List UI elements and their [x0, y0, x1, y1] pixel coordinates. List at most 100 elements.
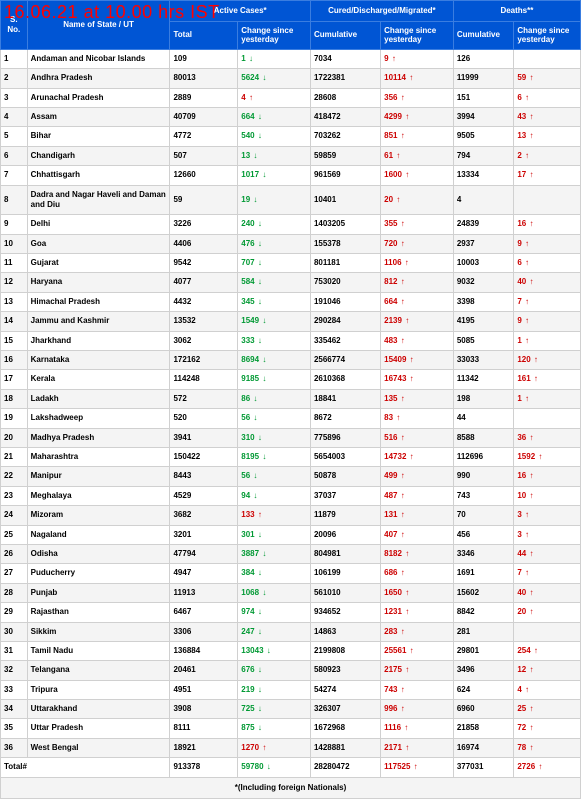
cell-deaths-change: 16 ↑	[514, 215, 581, 234]
cell-state: Nagaland	[27, 525, 170, 544]
cell-active-change: 5624 ↓	[238, 69, 311, 88]
cell-active-change: 94 ↓	[238, 486, 311, 505]
cell-deaths-change: 9 ↑	[514, 234, 581, 253]
table-row: 3Arunachal Pradesh28894 ↑28608356 ↑1516 …	[1, 88, 581, 107]
cell-state: Himachal Pradesh	[27, 292, 170, 311]
arrow-down-icon: ↓	[258, 433, 262, 442]
cell-active-change: 1068 ↓	[238, 583, 311, 602]
table-row: 20Madhya Pradesh3941310 ↓775896516 ↑8588…	[1, 428, 581, 447]
cell-state: Uttar Pradesh	[27, 719, 170, 738]
cell-cured: 1722381	[310, 69, 380, 88]
cell-cured: 106199	[310, 564, 380, 583]
cell-sno: 6	[1, 146, 28, 165]
cell-sno: 21	[1, 447, 28, 466]
cell-state: Madhya Pradesh	[27, 428, 170, 447]
cell-sno: 33	[1, 680, 28, 699]
table-row: 8Dadra and Nagar Haveli and Daman and Di…	[1, 185, 581, 215]
arrow-down-icon: ↓	[253, 394, 257, 403]
cell-deaths: 10003	[453, 254, 514, 273]
cell-deaths: 24839	[453, 215, 514, 234]
cell-state: Gujarat	[27, 254, 170, 273]
arrow-up-icon: ↑	[529, 549, 533, 558]
arrow-down-icon: ↓	[258, 277, 262, 286]
cell-deaths-change: 17 ↑	[514, 166, 581, 185]
cell-deaths-change: 9 ↑	[514, 312, 581, 331]
cell-sno: 17	[1, 370, 28, 389]
arrow-up-icon: ↑	[525, 297, 529, 306]
arrow-up-icon: ↑	[405, 316, 409, 325]
cell-cured: 54274	[310, 680, 380, 699]
arrow-up-icon: ↑	[405, 170, 409, 179]
cell-active-change: 9185 ↓	[238, 370, 311, 389]
cell-cured-change: 743 ↑	[381, 680, 454, 699]
cell-cured-change: 83 ↑	[381, 409, 454, 428]
arrow-up-icon: ↑	[401, 471, 405, 480]
arrow-up-icon: ↑	[401, 510, 405, 519]
table-row: 30Sikkim3306247 ↓14863283 ↑281	[1, 622, 581, 641]
cell-cured: 804981	[310, 544, 380, 563]
cell-cured: 2199808	[310, 641, 380, 660]
cell-deaths: 16974	[453, 738, 514, 757]
cell-deaths-change: 59 ↑	[514, 69, 581, 88]
arrow-down-icon: ↓	[258, 239, 262, 248]
cell-deaths: 21858	[453, 719, 514, 738]
cell-active-change: 584 ↓	[238, 273, 311, 292]
cell-active-change: 86 ↓	[238, 389, 311, 408]
cell-cured-change: 851 ↑	[381, 127, 454, 146]
arrow-up-icon: ↑	[529, 131, 533, 140]
arrow-up-icon: ↑	[534, 355, 538, 364]
cell-deaths: 281	[453, 622, 514, 641]
cell-state: Kerala	[27, 370, 170, 389]
arrow-up-icon: ↑	[529, 112, 533, 121]
cell-cured-change: 499 ↑	[381, 467, 454, 486]
cell-cured: 775896	[310, 428, 380, 447]
cell-total-deaths: 377031	[453, 758, 514, 777]
cell-cured: 11879	[310, 506, 380, 525]
cell-deaths: 3346	[453, 544, 514, 563]
cell-cured-change: 14732 ↑	[381, 447, 454, 466]
cell-cured-change: 2171 ↑	[381, 738, 454, 757]
cell-deaths: 151	[453, 88, 514, 107]
cell-active-change: 384 ↓	[238, 564, 311, 583]
arrow-down-icon: ↓	[258, 627, 262, 636]
cell-deaths-change: 6 ↑	[514, 88, 581, 107]
cell-cured: 290284	[310, 312, 380, 331]
cell-cured: 335462	[310, 331, 380, 350]
arrow-up-icon: ↑	[396, 151, 400, 160]
cell-cured-change: 20 ↑	[381, 185, 454, 215]
table-row: 22Manipur844356 ↓50878499 ↑99016 ↑	[1, 467, 581, 486]
cell-sno: 15	[1, 331, 28, 350]
arrow-down-icon: ↓	[258, 219, 262, 228]
arrow-down-icon: ↓	[258, 297, 262, 306]
cell-deaths-change: 10 ↑	[514, 486, 581, 505]
cell-active: 12660	[170, 166, 238, 185]
cell-deaths: 6960	[453, 700, 514, 719]
cell-active-change: 1017 ↓	[238, 166, 311, 185]
arrow-up-icon: ↑	[529, 704, 533, 713]
cell-deaths-change: 7 ↑	[514, 292, 581, 311]
cell-cured-change: 686 ↑	[381, 564, 454, 583]
cell-active-change: 240 ↓	[238, 215, 311, 234]
cell-cured: 1672968	[310, 719, 380, 738]
arrow-up-icon: ↑	[401, 491, 405, 500]
cell-state: Bihar	[27, 127, 170, 146]
cell-deaths: 13334	[453, 166, 514, 185]
cell-deaths: 11999	[453, 69, 514, 88]
arrow-down-icon: ↓	[258, 112, 262, 121]
arrow-down-icon: ↓	[262, 170, 266, 179]
cell-total-label: Total#	[1, 758, 170, 777]
table-row: 27Puducherry4947384 ↓106199686 ↑16917 ↑	[1, 564, 581, 583]
covid-state-table: S. No. Name of State / UT Active Cases* …	[0, 0, 581, 799]
cell-active: 59	[170, 185, 238, 215]
cell-active-change: 476 ↓	[238, 234, 311, 253]
cell-active-change: 3887 ↓	[238, 544, 311, 563]
cell-total-cured: 28280472	[310, 758, 380, 777]
cell-sno: 7	[1, 166, 28, 185]
arrow-down-icon: ↓	[258, 131, 262, 140]
cell-state: Sikkim	[27, 622, 170, 641]
cell-sno: 3	[1, 88, 28, 107]
cell-deaths: 112696	[453, 447, 514, 466]
cell-active-change: 333 ↓	[238, 331, 311, 350]
cell-cured: 1403205	[310, 215, 380, 234]
cell-deaths: 743	[453, 486, 514, 505]
